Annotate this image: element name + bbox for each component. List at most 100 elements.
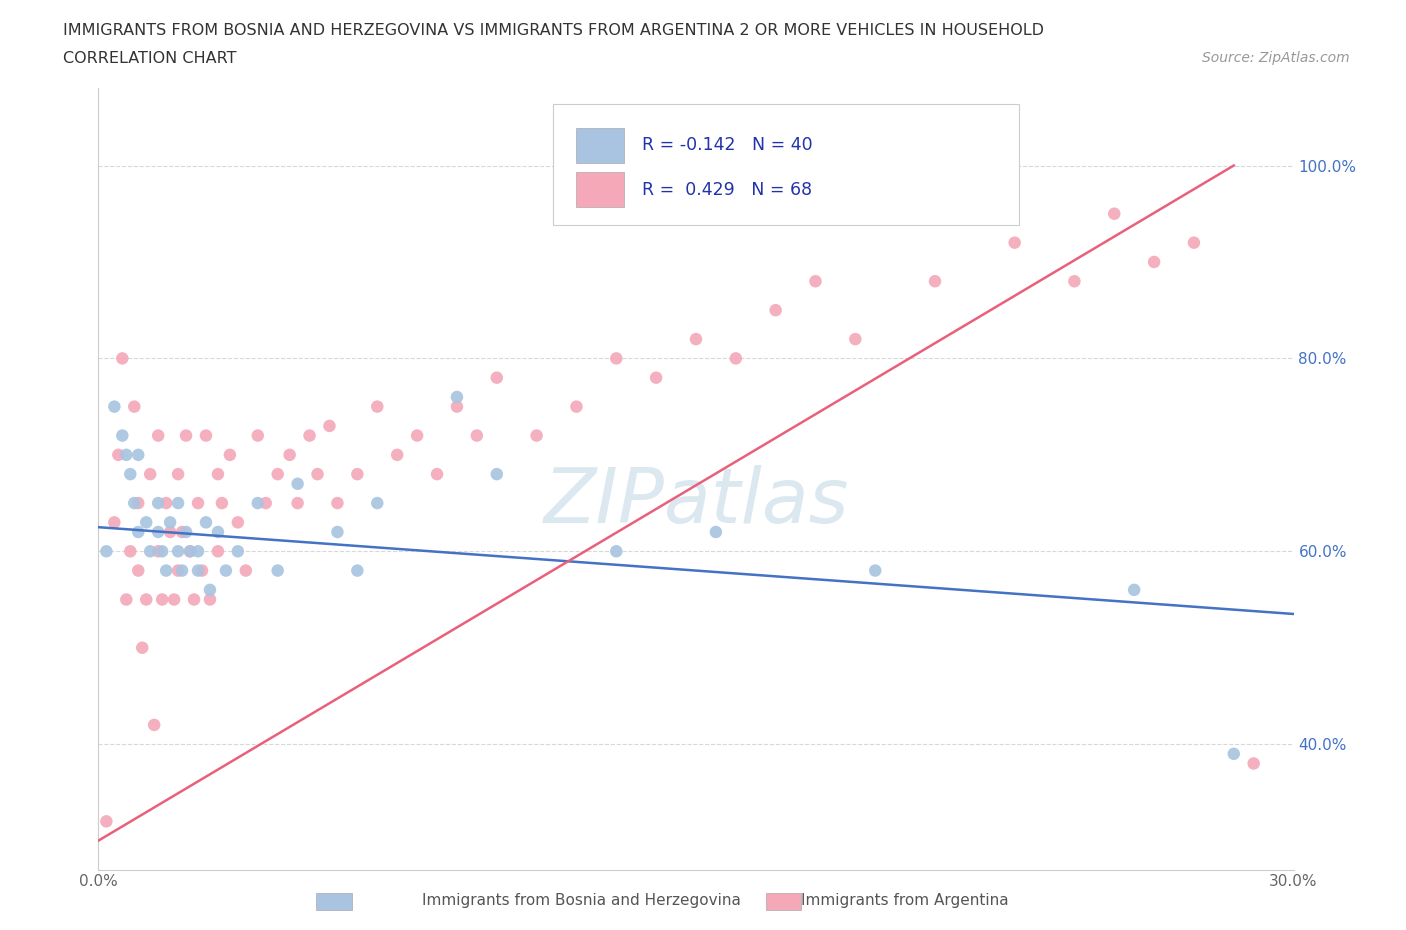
Point: [135, 592, 157, 607]
Text: Source: ZipAtlas.com: Source: ZipAtlas.com: [1202, 51, 1350, 65]
Point: [150, 592, 173, 607]
Point: [346, 467, 368, 482]
Point: [219, 447, 242, 462]
Point: [103, 515, 125, 530]
Point: [131, 640, 153, 655]
Point: [485, 467, 508, 482]
Point: [385, 447, 409, 462]
Point: [143, 717, 166, 732]
Point: [207, 544, 229, 559]
Point: [139, 467, 162, 482]
Point: [167, 496, 190, 511]
Point: [127, 564, 149, 578]
Point: [426, 467, 449, 482]
FancyBboxPatch shape: [576, 127, 624, 163]
Point: [267, 564, 290, 578]
Point: [318, 418, 340, 433]
Point: [1182, 235, 1205, 250]
Point: [446, 390, 468, 405]
Point: [724, 351, 747, 365]
Point: [565, 399, 588, 414]
Point: [804, 273, 827, 288]
Point: [167, 544, 190, 559]
Point: [183, 592, 205, 607]
Point: [215, 564, 238, 578]
Point: [115, 592, 138, 607]
Point: [163, 592, 186, 607]
Point: [191, 564, 214, 578]
Point: [1063, 273, 1085, 288]
Point: [174, 428, 197, 443]
Point: [179, 544, 201, 559]
Point: [526, 428, 548, 443]
Point: [1004, 235, 1026, 250]
Point: [844, 332, 866, 347]
Point: [187, 564, 209, 578]
Point: [107, 447, 129, 462]
Text: Immigrants from Argentina: Immigrants from Argentina: [801, 893, 1010, 908]
Point: [645, 370, 668, 385]
Point: [195, 515, 218, 530]
Point: [278, 447, 301, 462]
Point: [148, 496, 170, 511]
Point: [111, 428, 134, 443]
Point: [167, 467, 190, 482]
Point: [605, 351, 627, 365]
Point: [155, 564, 177, 578]
FancyBboxPatch shape: [553, 104, 1019, 225]
Point: [226, 515, 249, 530]
Point: [307, 467, 329, 482]
Point: [96, 544, 118, 559]
Point: [246, 496, 269, 511]
Point: [179, 544, 201, 559]
Point: [187, 496, 209, 511]
Point: [446, 399, 468, 414]
Point: [704, 525, 727, 539]
Point: [159, 515, 181, 530]
Point: [198, 592, 221, 607]
Point: [150, 544, 173, 559]
Point: [96, 814, 118, 829]
Point: [172, 564, 194, 578]
Point: [605, 544, 627, 559]
Point: [127, 447, 149, 462]
Point: [207, 467, 229, 482]
Point: [1123, 582, 1146, 597]
Point: [465, 428, 488, 443]
Point: [139, 544, 162, 559]
Point: [167, 564, 190, 578]
Point: [924, 273, 946, 288]
Point: [254, 496, 277, 511]
Point: [148, 428, 170, 443]
Point: [485, 370, 508, 385]
Point: [1243, 756, 1265, 771]
Point: [226, 544, 249, 559]
Point: [127, 525, 149, 539]
Point: [207, 525, 229, 539]
Text: ZIPatlas: ZIPatlas: [543, 465, 849, 539]
Text: IMMIGRANTS FROM BOSNIA AND HERZEGOVINA VS IMMIGRANTS FROM ARGENTINA 2 OR MORE VE: IMMIGRANTS FROM BOSNIA AND HERZEGOVINA V…: [63, 23, 1045, 38]
Point: [124, 399, 146, 414]
Point: [127, 496, 149, 511]
Point: [326, 496, 349, 511]
Point: [1223, 747, 1246, 762]
Point: [115, 447, 138, 462]
Point: [148, 544, 170, 559]
Point: [287, 476, 309, 491]
Point: [765, 303, 787, 318]
Point: [195, 428, 218, 443]
Text: CORRELATION CHART: CORRELATION CHART: [63, 51, 236, 66]
Text: R = -0.142   N = 40: R = -0.142 N = 40: [643, 137, 813, 154]
Point: [103, 399, 125, 414]
Point: [174, 525, 197, 539]
Point: [1104, 206, 1126, 221]
Point: [298, 428, 321, 443]
Point: [135, 515, 157, 530]
Point: [198, 582, 221, 597]
Point: [685, 332, 707, 347]
Point: [1143, 255, 1166, 270]
Point: [346, 564, 368, 578]
Point: [111, 351, 134, 365]
Point: [246, 428, 269, 443]
Point: [211, 496, 233, 511]
